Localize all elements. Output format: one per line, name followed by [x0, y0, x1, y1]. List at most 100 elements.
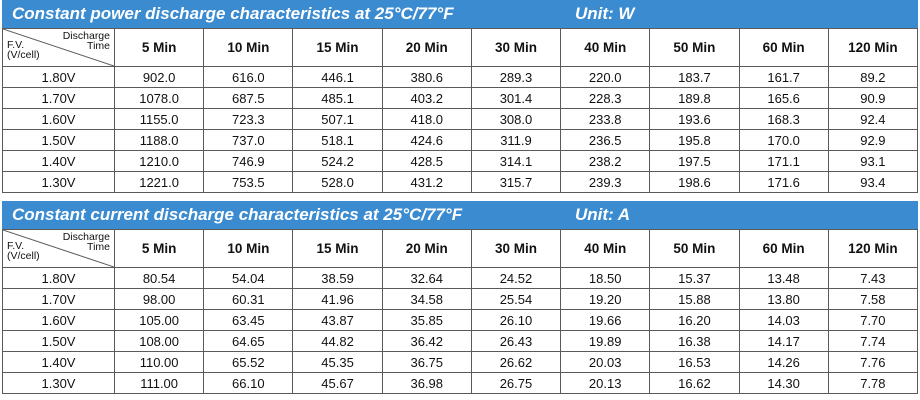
value-cell: 45.35: [292, 351, 383, 373]
value-cell: 7.76: [827, 351, 919, 373]
value-cell: 19.89: [560, 330, 651, 352]
value-cell: 239.3: [560, 171, 651, 193]
value-cell: 26.75: [470, 372, 562, 394]
value-cell: 418.0: [381, 108, 472, 130]
value-cell: 14.30: [738, 372, 829, 394]
column-header: 120 Min: [827, 229, 919, 268]
value-cell: 14.26: [738, 351, 829, 373]
value-cell: 1155.0: [113, 108, 205, 130]
value-cell: 236.5: [560, 129, 651, 151]
value-cell: 315.7: [470, 171, 562, 193]
value-cell: 1210.0: [113, 150, 205, 172]
value-cell: 14.17: [738, 330, 829, 352]
current-section-banner: Constant current discharge characteristi…: [2, 201, 918, 229]
value-cell: 308.0: [470, 108, 562, 130]
value-cell: 92.9: [827, 129, 919, 151]
column-header: 60 Min: [738, 229, 829, 268]
current-table: Discharge Time F.V. (V/cell) 5 Min 10 Min …: [2, 229, 919, 394]
value-cell: 36.98: [381, 372, 472, 394]
value-cell: 314.1: [470, 150, 562, 172]
value-cell: 35.85: [381, 309, 472, 331]
value-cell: 16.62: [649, 372, 740, 394]
power-unit-label: Unit: W: [575, 4, 635, 23]
current-header-row: Discharge Time F.V. (V/cell) 5 Min 10 Min …: [2, 229, 919, 268]
value-cell: 424.6: [381, 129, 472, 151]
value-cell: 13.48: [738, 267, 829, 289]
value-cell: 446.1: [292, 66, 383, 88]
value-cell: 301.4: [470, 87, 562, 109]
value-cell: 7.58: [827, 288, 919, 310]
value-cell: 38.59: [292, 267, 383, 289]
value-cell: 289.3: [470, 66, 562, 88]
value-cell: 507.1: [292, 108, 383, 130]
value-cell: 16.38: [649, 330, 740, 352]
final-voltage-cell: 1.60V: [2, 108, 115, 130]
table-row: 1.70V 98.00 60.31 41.96 34.58 25.54 19.20 15.88…: [2, 288, 919, 310]
current-section-title: Constant current discharge characteristi…: [12, 205, 463, 224]
value-cell: 36.75: [381, 351, 472, 373]
value-cell: 16.20: [649, 309, 740, 331]
final-voltage-label: F.V. (V/cell): [7, 39, 40, 61]
value-cell: 183.7: [649, 66, 740, 88]
value-cell: 311.9: [470, 129, 562, 151]
column-header: 10 Min: [203, 28, 294, 67]
value-cell: 1221.0: [113, 171, 205, 193]
value-cell: 189.8: [649, 87, 740, 109]
value-cell: 193.6: [649, 108, 740, 130]
value-cell: 233.8: [560, 108, 651, 130]
table-row: 1.60V 1155.0 723.3 507.1 418.0 308.0 233.8 193.…: [2, 108, 919, 130]
value-cell: 195.8: [649, 129, 740, 151]
final-voltage-cell: 1.70V: [2, 87, 115, 109]
table-row: 1.30V 1221.0 753.5 528.0 431.2 315.7 239.3 198.…: [2, 171, 919, 193]
value-cell: 108.00: [113, 330, 205, 352]
value-cell: 238.2: [560, 150, 651, 172]
discharge-time-label: Discharge Time: [62, 30, 110, 52]
column-header: 20 Min: [381, 28, 472, 67]
value-cell: 403.2: [381, 87, 472, 109]
current-unit-label: Unit: A: [575, 205, 631, 224]
power-section-banner: Constant power discharge characteristics…: [2, 0, 918, 28]
value-cell: 89.2: [827, 66, 919, 88]
column-header: 40 Min: [560, 28, 651, 67]
diagonal-divider: [3, 230, 114, 267]
final-voltage-cell: 1.50V: [2, 330, 115, 352]
final-voltage-cell: 1.30V: [2, 171, 115, 193]
value-cell: 45.67: [292, 372, 383, 394]
value-cell: 165.6: [738, 87, 829, 109]
value-cell: 98.00: [113, 288, 205, 310]
table-row: 1.30V 111.00 66.10 45.67 36.98 26.75 20.13 16.6…: [2, 372, 919, 394]
value-cell: 7.70: [827, 309, 919, 331]
column-header: 10 Min: [203, 229, 294, 268]
value-cell: 171.1: [738, 150, 829, 172]
value-cell: 105.00: [113, 309, 205, 331]
value-cell: 524.2: [292, 150, 383, 172]
value-cell: 20.03: [560, 351, 651, 373]
value-cell: 171.6: [738, 171, 829, 193]
power-corner-cell: Discharge Time F.V. (V/cell): [2, 28, 115, 67]
final-voltage-cell: 1.60V: [2, 309, 115, 331]
value-cell: 737.0: [203, 129, 294, 151]
final-voltage-cell: 1.50V: [2, 129, 115, 151]
column-header: 50 Min: [649, 28, 740, 67]
power-header-row: Discharge Time F.V. (V/cell) 5 Min 10 Min …: [2, 28, 919, 67]
final-voltage-cell: 1.40V: [2, 351, 115, 373]
power-table: Discharge Time F.V. (V/cell) 5 Min 10 Min …: [2, 28, 919, 193]
column-header: 40 Min: [560, 229, 651, 268]
value-cell: 20.13: [560, 372, 651, 394]
value-cell: 485.1: [292, 87, 383, 109]
column-header: 5 Min: [113, 28, 205, 67]
value-cell: 90.9: [827, 87, 919, 109]
column-header: 120 Min: [827, 28, 919, 67]
column-header: 50 Min: [649, 229, 740, 268]
value-cell: 110.00: [113, 351, 205, 373]
current-corner-cell: Discharge Time F.V. (V/cell): [2, 229, 115, 268]
value-cell: 26.10: [470, 309, 562, 331]
value-cell: 15.88: [649, 288, 740, 310]
value-cell: 198.6: [649, 171, 740, 193]
value-cell: 93.4: [827, 171, 919, 193]
value-cell: 36.42: [381, 330, 472, 352]
value-cell: 34.58: [381, 288, 472, 310]
value-cell: 19.20: [560, 288, 651, 310]
table-row: 1.50V 1188.0 737.0 518.1 424.6 311.9 236.5 195.…: [2, 129, 919, 151]
